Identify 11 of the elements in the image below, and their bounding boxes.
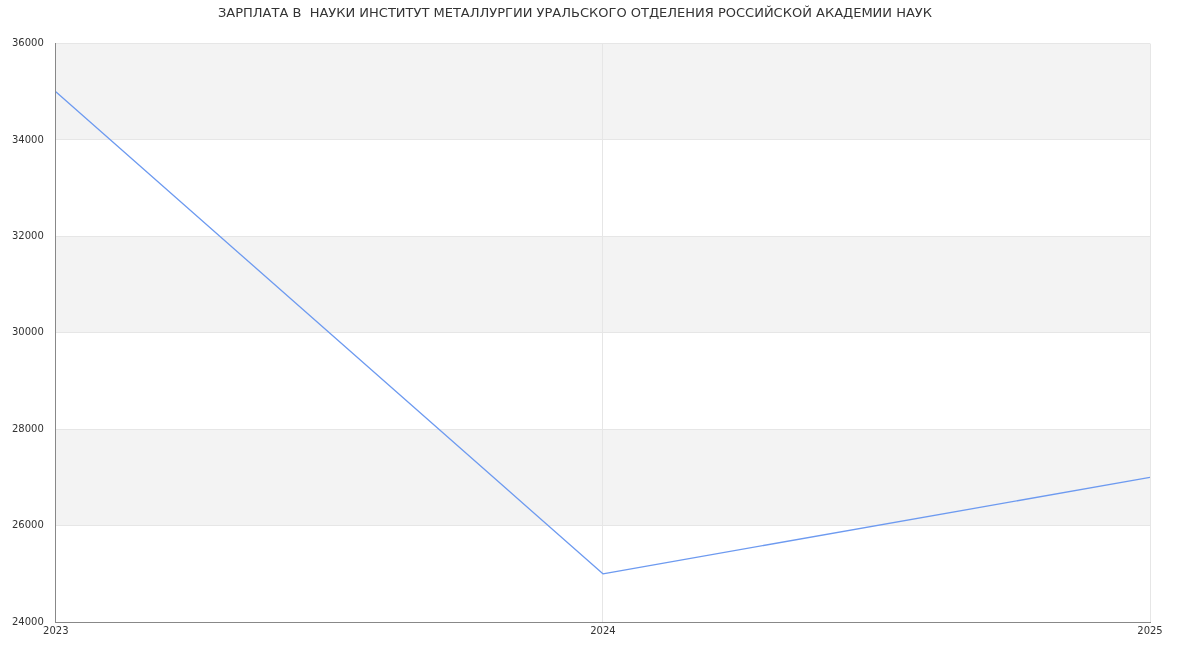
chart-title: ЗАРПЛАТА В НАУКИ ИНСТИТУТ МЕТАЛЛУРГИИ УРАЛЬСКОГО ОТДЕЛЕНИЯ РОССИЙСКОЙ АКАДЕМИИ НАУК: [217, 5, 933, 21]
y-tick-label: 34000: [12, 133, 44, 145]
y-tick-label: 36000: [12, 37, 44, 49]
y-tick-label: 24000: [12, 615, 44, 627]
y-tick-label: 28000: [12, 422, 44, 434]
x-tick-label: 2023: [43, 624, 69, 636]
y-tick-label: 30000: [12, 326, 44, 338]
y-tick-label: 26000: [12, 519, 44, 531]
x-tick-label: 2025: [1137, 624, 1163, 636]
y-tick-label: 32000: [12, 229, 44, 241]
x-tick-label: 2024: [590, 624, 616, 636]
